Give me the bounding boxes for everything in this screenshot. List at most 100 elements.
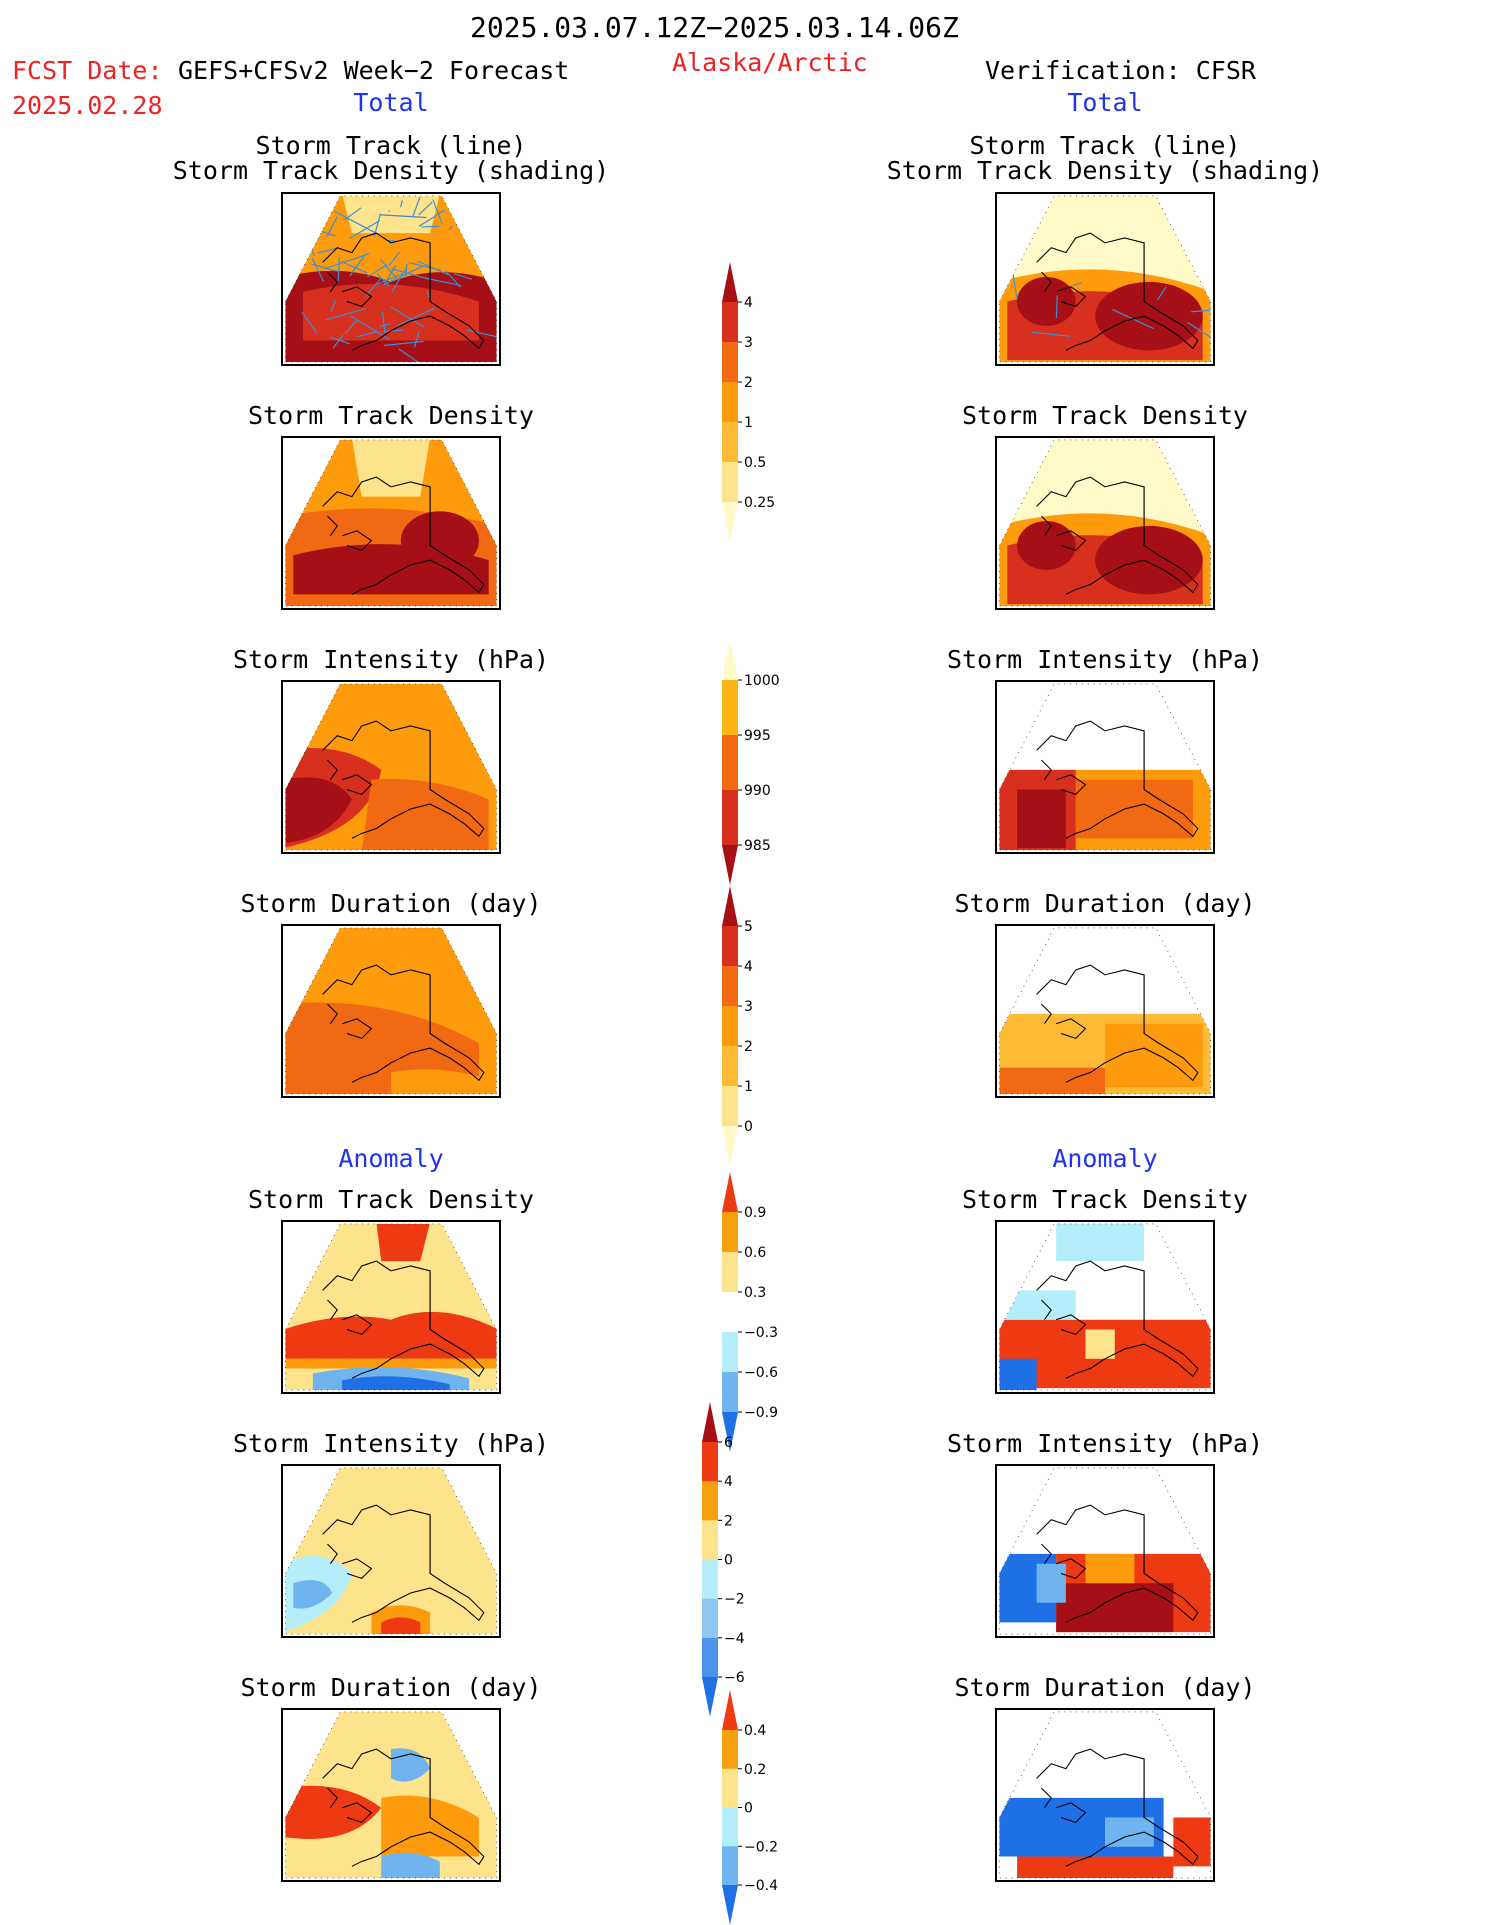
left-panel-1-title: Storm Track (line) Storm Track Density (… [172, 131, 610, 185]
colorbar-tick-label: −0.3 [744, 1325, 778, 1341]
colorbar-segment [722, 1768, 738, 1808]
colorbar-segment [722, 790, 738, 846]
colorbar-tick-label: −0.2 [744, 1839, 778, 1855]
region-label: Alaska/Arctic [672, 48, 868, 77]
map-panel-right-5 [995, 1220, 1215, 1394]
colorbar-tick-label: 5 [744, 919, 753, 935]
colorbar-tick-label: −0.6 [744, 1365, 778, 1381]
colorbar-top-arrow [722, 640, 738, 680]
right-panel-6-title: Storm Intensity (hPa) [946, 1429, 1264, 1458]
colorbar-segment [702, 1520, 718, 1560]
colorbar-segment [722, 1846, 738, 1886]
colorbar-segment [722, 966, 738, 1007]
colorbar-tick-label: 6 [724, 1435, 733, 1451]
colorbar-segment [722, 342, 738, 383]
colorbar-tick-label: −4 [724, 1631, 745, 1647]
colorbar-tick-label: 0.5 [744, 455, 766, 471]
colorbar-segment [722, 302, 738, 343]
map-panel-left-4 [281, 924, 501, 1098]
colorbar-tick-label: 2 [744, 1039, 753, 1055]
colorbar-tick-label: 985 [744, 838, 771, 854]
colorbar-segment [702, 1481, 718, 1521]
colorbar-bottom-arrow [722, 1885, 738, 1925]
colorbar-tick-label: 1 [744, 415, 753, 431]
colorbar-tick-label: 0 [724, 1553, 733, 1569]
colorbar-bottom-arrow [722, 502, 738, 542]
colorbar-segment [722, 926, 738, 967]
colorbar-anom-intensity: 6 4 2 0 −2 −4 −6 [702, 1402, 745, 1717]
colorbar-segment [722, 680, 738, 736]
verification-label: Verification: CFSR [985, 56, 1256, 85]
colorbar-segment [722, 462, 738, 503]
colorbar-top-arrow [702, 1402, 718, 1442]
map-panel-right-2 [995, 436, 1215, 610]
colorbar-tick-label: 995 [744, 728, 771, 744]
colorbar-tick-label: 990 [744, 783, 771, 799]
colorbar-tick-label: −6 [724, 1670, 745, 1686]
map-panel-left-6 [281, 1464, 501, 1638]
colorbar-tick-label: 0.3 [744, 1285, 766, 1301]
colorbar-segment [702, 1559, 718, 1600]
colorbar-tick-label: 0.9 [744, 1205, 766, 1221]
colorbar-bottom-arrow [702, 1677, 718, 1717]
right-panel-5-title: Storm Track Density [962, 1185, 1248, 1214]
colorbar-segment [702, 1637, 718, 1678]
colorbar-segment [722, 1372, 738, 1413]
colorbar-tick-label: −2 [724, 1592, 745, 1608]
colorbar-segment [722, 1212, 738, 1253]
map-panel-right-3 [995, 680, 1215, 854]
colorbar-segment [722, 1006, 738, 1047]
colorbar-segment [702, 1442, 718, 1482]
colorbar-track-density: 4 3 2 1 0.5 0.25 [722, 262, 775, 542]
left-panel-6-title: Storm Intensity (hPa) [232, 1429, 550, 1458]
colorbar-tick-label: −0.4 [744, 1878, 778, 1894]
map-panel-right-7 [995, 1708, 1215, 1882]
colorbar-segment [722, 1292, 738, 1333]
left-panel-3-title: Storm Intensity (hPa) [232, 645, 550, 674]
colorbar-intensity: 1000995990985980 [722, 640, 780, 885]
left-panel-4-title: Storm Duration (day) [240, 889, 542, 918]
colorbar-top-arrow [722, 886, 738, 926]
map-panel-left-7 [281, 1708, 501, 1882]
colorbar-tick-label: 4 [724, 1474, 733, 1490]
colorbar-tick-label: 1 [744, 1079, 753, 1095]
colorbar-tick-label: 4 [744, 959, 753, 975]
map-panel-left-2 [281, 436, 501, 610]
right-panel-4-title: Storm Duration (day) [954, 889, 1256, 918]
colorbar-segment [722, 1252, 738, 1293]
colorbar-segment [722, 735, 738, 791]
left-panel-2-title: Storm Track Density [248, 401, 534, 430]
left-total-label: Total [353, 88, 429, 117]
colorbar-anom-duration: 0.4 0.2 0 −0.2 −0.4 [722, 1690, 778, 1925]
fcst-date-value: 2025.02.28 [12, 91, 163, 120]
colorbar-top-arrow [722, 1690, 738, 1730]
right-panel-2-title: Storm Track Density [962, 401, 1248, 430]
colorbar-segment [722, 382, 738, 423]
right-panel-7-title: Storm Duration (day) [954, 1673, 1256, 1702]
model-name: GEFS+CFSv2 Week−2 Forecast [178, 56, 570, 85]
left-panel-5-title: Storm Track Density [248, 1185, 534, 1214]
right-panel-1-title: Storm Track (line) Storm Track Density (… [886, 131, 1324, 185]
colorbar-tick-label: 0.2 [744, 1762, 766, 1778]
colorbar-tick-label: 0 [744, 1119, 753, 1135]
colorbar-top-arrow [722, 262, 738, 302]
colorbar-tick-label: −0.9 [744, 1405, 778, 1421]
map-panel-left-3 [281, 680, 501, 854]
map-panel-left-5 [281, 1220, 501, 1394]
colorbar-segment [722, 1332, 738, 1373]
map-panel-right-1 [995, 192, 1215, 366]
colorbar-tick-label: 3 [744, 335, 753, 351]
right-panel-3-title: Storm Intensity (hPa) [946, 645, 1264, 674]
colorbar-tick-label: 0 [744, 1801, 753, 1817]
left-panel-7-title: Storm Duration (day) [240, 1673, 542, 1702]
colorbar-segment [722, 1807, 738, 1847]
colorbar-segment [722, 1086, 738, 1127]
left-anomaly-label: Anomaly [338, 1144, 444, 1173]
colorbar-segment [722, 1046, 738, 1087]
colorbar-bottom-arrow [722, 1126, 738, 1166]
right-anomaly-label: Anomaly [1052, 1144, 1158, 1173]
map-panel-right-4 [995, 924, 1215, 1098]
colorbar-bottom-arrow [722, 1412, 738, 1452]
map-panel-left-1 [281, 192, 501, 366]
period-title: 2025.03.07.12Z−2025.03.14.06Z [470, 11, 959, 44]
